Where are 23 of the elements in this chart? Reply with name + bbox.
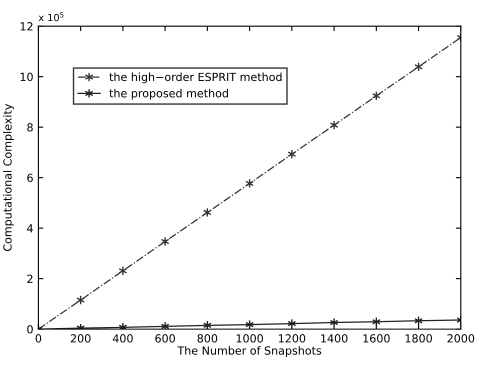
x-tick-label: 1600 <box>363 334 390 343</box>
x-tick-label: 200 <box>70 334 91 343</box>
y-tick-label: 6 <box>27 174 33 182</box>
x-axis-title: The Number of Snapshots <box>177 346 322 357</box>
x-tick-label: 0 <box>36 334 42 343</box>
legend-label: the high−order ESPRIT method <box>109 72 282 84</box>
x-tick-label: 1000 <box>236 334 263 343</box>
y-tick-label: 12 <box>20 22 32 30</box>
text: x 10$^{5}$ <box>38 12 64 22</box>
y-tick-label: 0 <box>27 325 33 334</box>
y-tick-label: 4 <box>27 224 33 232</box>
x-tick-label: 400 <box>112 334 133 343</box>
x-tick-label: 600 <box>155 334 175 343</box>
x-tick-label: 1200 <box>278 334 306 343</box>
x-tick-label: 1800 <box>406 334 432 343</box>
y-tick-label: 2 <box>27 274 32 283</box>
y-tick-label: 10 <box>20 72 33 82</box>
x-tick-label: 800 <box>198 334 218 343</box>
x-tick-label: 2000 <box>447 334 474 343</box>
legend-label: the proposed method <box>109 88 228 100</box>
y-axis-title: Computational Complexity <box>3 104 14 252</box>
x-tick-label: 1400 <box>321 334 348 343</box>
y-tick-label: 8 <box>27 123 33 132</box>
